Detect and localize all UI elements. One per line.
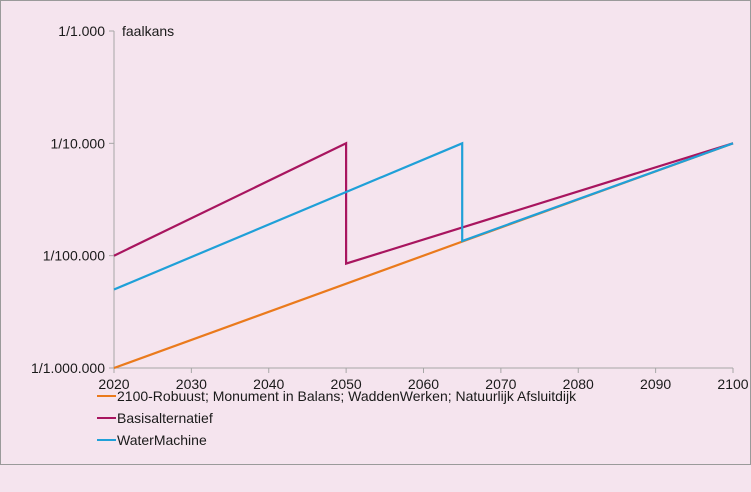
x-tick-label: 2090: [640, 376, 671, 392]
legend-swatch: [97, 395, 116, 397]
legend-item: Basisalternatief: [97, 407, 576, 429]
y-axis-title: faalkans: [122, 23, 174, 39]
x-tick-label: 2040: [253, 376, 284, 392]
chart-frame: faalkans 1/1.000 1/10.000 1/100.000 1/1.000…: [0, 0, 751, 465]
legend-label: 2100-Robuust; Monument in Balans; Wadden…: [117, 388, 577, 404]
legend-label: Basisalternatief: [117, 410, 213, 426]
legend-item: WaterMachine: [97, 429, 576, 451]
y-tick-label: 1/1.000: [58, 23, 105, 39]
x-tick-label: 2050: [331, 376, 362, 392]
x-tick-label: 2070: [485, 376, 516, 392]
legend-swatch: [97, 417, 116, 419]
legend-swatch: [97, 439, 116, 441]
x-tick-label: 2030: [176, 376, 207, 392]
legend: 2100-Robuust; Monument in Balans; Wadden…: [97, 385, 576, 451]
y-tick-label: 1/100.000: [43, 248, 105, 264]
line-chart: faalkans 1/1.000 1/10.000 1/100.000 1/1.000…: [31, 23, 749, 392]
series-line-1: [113, 141, 734, 266]
x-tick-label: 2020: [98, 376, 129, 392]
x-tick-label: 2080: [563, 376, 594, 392]
x-tick-label: 2100: [717, 376, 748, 392]
legend-label: WaterMachine: [117, 432, 207, 448]
y-tick-label: 1/10.000: [51, 135, 106, 151]
x-tick-label: 2060: [408, 376, 439, 392]
series-line-2: [113, 141, 734, 291]
y-tick-label: 1/1.000.000: [31, 360, 105, 376]
legend-item: 2100-Robuust; Monument in Balans; Wadden…: [97, 385, 576, 407]
